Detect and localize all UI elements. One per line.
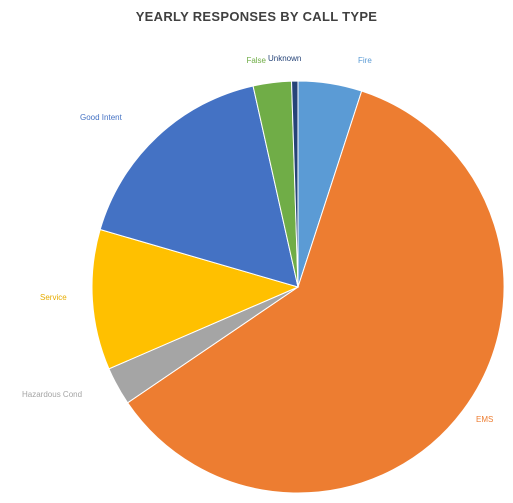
slice-label-ems: EMS: [476, 415, 493, 424]
slice-label-service: Service: [40, 293, 67, 302]
slice-label-unknown: Unknown: [268, 54, 301, 63]
pie-slice-unknown: [291, 80, 299, 288]
chart-title: YEARLY RESPONSES BY CALL TYPE: [135, 9, 378, 24]
pie-slice-service: [91, 228, 300, 370]
slice-label-false: False: [246, 56, 266, 65]
slice-label-fire: Fire: [358, 56, 372, 65]
pie-slice-ems: [126, 90, 505, 494]
slice-label-hazardous-cond: Hazardous Cond: [22, 390, 82, 399]
pie-slice-good-intent: [99, 85, 299, 288]
slice-label-good-intent: Good Intent: [80, 113, 123, 122]
